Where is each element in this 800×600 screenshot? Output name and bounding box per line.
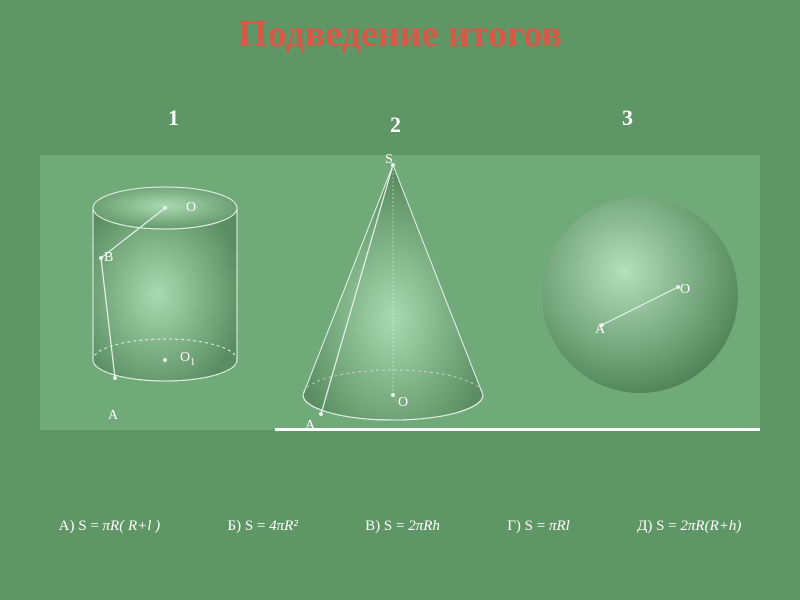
underline-bar: [275, 428, 760, 431]
point-label: B: [104, 250, 113, 266]
formula-item: А) S = πR( R+l ): [59, 518, 161, 535]
shape-number: 1: [168, 105, 179, 131]
point-label: O: [398, 395, 408, 411]
point-label: A: [305, 418, 315, 434]
shapes-canvas: [0, 0, 800, 600]
formula-item: Б) S = 4πR²: [227, 518, 297, 535]
point-label: S: [385, 152, 393, 168]
sphere-shape: [542, 197, 738, 393]
shape-number: 3: [622, 105, 633, 131]
formula-item: Д) S = 2πR(R+h): [637, 518, 741, 535]
point-label: A: [108, 408, 118, 424]
point-label: A: [595, 322, 605, 338]
shape-number: 2: [390, 112, 401, 138]
cylinder-shape: [93, 187, 237, 381]
formula-row: А) S = πR( R+l ) Б) S = 4πR² В) S = 2πRh Г)…: [0, 518, 800, 535]
point-label: O1: [180, 350, 195, 368]
point-label: O: [680, 282, 690, 298]
formula-item: В) S = 2πRh: [365, 518, 440, 535]
formula-item: Г) S = πRl: [507, 518, 570, 535]
slide: Подведение итогов: [0, 0, 800, 600]
point-label: O: [186, 200, 196, 216]
